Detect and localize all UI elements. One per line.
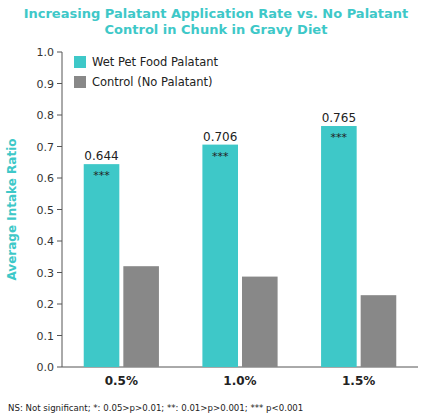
significance-label: ***: [93, 169, 110, 182]
x-tick-label: 0.5%: [105, 374, 138, 388]
y-axis-label: Average Intake Ratio: [5, 139, 19, 281]
footnote: NS: Not significant; *: 0.05>p>0.01; **:…: [8, 403, 303, 413]
y-tick: [57, 367, 62, 368]
data-label: 0.644: [84, 149, 118, 163]
bar: [361, 295, 397, 367]
title: Increasing Palatant Application Rate vs.…: [24, 6, 409, 37]
y-tick: [57, 115, 62, 116]
data-label: 0.765: [322, 111, 356, 125]
y-axis-line: [62, 52, 63, 367]
significance-label: ***: [212, 150, 229, 163]
y-tick: [57, 178, 62, 179]
significance-label: ***: [331, 131, 348, 144]
y-tick: [57, 272, 62, 273]
y-tick-label: 0.2: [37, 298, 55, 311]
legend-label: Control (No Palatant): [92, 75, 213, 89]
labels: 0.644 *** 0.706 *** 0.765 ***: [84, 111, 356, 182]
y-tick-label: 0.6: [37, 172, 55, 185]
legend-label: Wet Pet Food Palatant: [92, 55, 218, 69]
bar: [202, 145, 238, 367]
legend-swatch: [74, 56, 86, 68]
bars: [84, 126, 397, 367]
legend: Wet Pet Food Palatant Control (No Palatan…: [74, 55, 218, 89]
y-tick-label: 0.1: [37, 330, 55, 343]
y-tick-label: 0.4: [37, 235, 55, 248]
x-tick-label: 1.0%: [223, 374, 256, 388]
y-tick-label: 0.0: [37, 361, 55, 374]
bar: [84, 164, 120, 367]
y-axis: 0.0 0.1 0.2 0.3 0.4 0.5 0.6 0.7 0.8 0.9 1.0: [37, 46, 419, 374]
y-tick: [57, 241, 62, 242]
bar: [321, 126, 357, 367]
bar: [123, 266, 159, 367]
y-tick-label: 0.9: [37, 78, 55, 91]
y-tick: [57, 146, 62, 147]
y-tick: [57, 304, 62, 305]
y-tick-label: 1.0: [37, 46, 55, 59]
x-tick-label: 1.5%: [342, 374, 375, 388]
chart: Increasing Palatant Application Rate vs.…: [0, 0, 432, 419]
data-label: 0.706: [203, 130, 237, 144]
y-tick: [57, 83, 62, 84]
y-tick-label: 0.5: [37, 204, 55, 217]
y-tick: [57, 209, 62, 210]
legend-swatch: [74, 76, 86, 88]
y-tick-label: 0.8: [37, 109, 55, 122]
y-tick-label: 0.3: [37, 267, 55, 280]
y-tick-label: 0.7: [37, 141, 55, 154]
bar: [242, 277, 278, 367]
y-tick: [57, 335, 62, 336]
y-tick: [57, 52, 62, 53]
